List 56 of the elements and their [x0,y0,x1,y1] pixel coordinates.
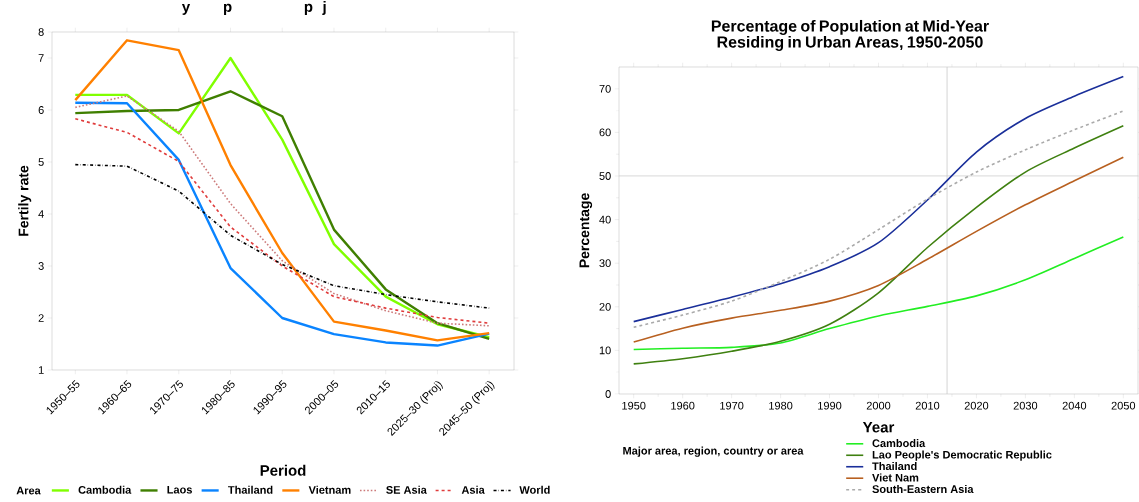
text: y [181,3,191,15]
text: j [322,0,326,15]
legend-title: Area [16,486,41,495]
y-tick-label: 20 [599,302,611,311]
legend-label: Laos [167,485,192,494]
line-series [74,163,490,309]
legend-label: Thailand [228,485,273,494]
text: p [223,3,232,15]
legend-label: Vietnam [308,485,351,494]
x-tick-label: 2050 [1111,401,1136,410]
y-tick-label: 1 [38,366,44,374]
y-tick-label: 2 [38,314,44,322]
y-tick-label: 40 [599,215,611,224]
x-tick-label: 2020 [964,401,989,410]
y-tick-label: 8 [38,28,44,36]
y-tick-label: 10 [599,346,611,355]
chart-title: Percentage of Population at Mid-Year Residing in Urban Areas, 1950-2050 [711,19,989,51]
y-axis-title: Fertily rate [18,165,32,236]
legend-label: Asia [461,485,485,494]
y-tick-label: 70 [599,84,611,93]
legend-label: South-Eastern Asia [872,484,974,494]
legend-title: Major area, region, country or area [623,446,804,457]
x-tick-label: 1980 [769,401,793,410]
text: p [304,3,313,15]
x-tick-label: 1970 [720,401,744,410]
x-tick-label: 1950 [622,401,646,410]
legend-label: Thailand [872,462,917,471]
x-tick-label: 2000 [866,401,891,410]
line-series [632,156,1125,343]
legend-label: Lao People's Democratic Republic [872,450,1052,461]
x-axis-title: Period [260,464,306,476]
x-axis-title: Year [862,422,895,433]
line-series [632,110,1125,329]
y-tick-label: 5 [38,158,44,166]
y-tick-label: 7 [38,54,44,62]
x-tick-label: 2030 [1013,401,1038,410]
line-series [632,125,1125,365]
legend-label: SE Asia [386,485,427,494]
x-tick-label: 2010 [915,401,940,410]
x-tick-label: 2040 [1062,401,1087,410]
line-series [632,75,1125,323]
line-series [632,236,1125,351]
legend-label: Cambodia [78,485,132,494]
y-tick-label: 4 [38,210,44,218]
y-tick-label: 60 [599,128,611,137]
y-tick-label: 50 [599,172,611,180]
y-tick-label: 6 [38,106,44,114]
legend-label: Cambodia [872,439,926,448]
legend-label: Viet Nam [872,473,919,482]
x-tick-label: 1960 [671,401,695,410]
y-tick-label: 3 [38,262,44,270]
y-tick-label: 0 [605,390,611,398]
x-tick-label: 1990 [818,401,842,410]
y-axis-title: Percentage [579,193,593,268]
legend-label: World [519,485,550,494]
y-tick-label: 30 [599,259,611,268]
